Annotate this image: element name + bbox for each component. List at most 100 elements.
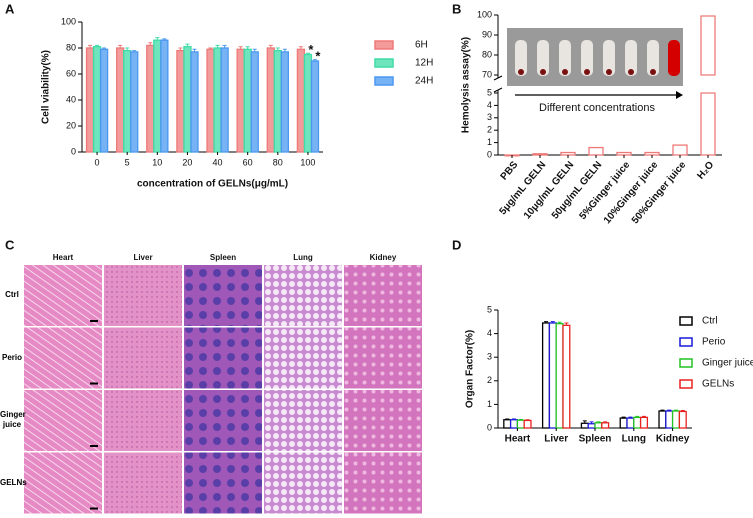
histology-image	[264, 265, 342, 326]
bar	[587, 423, 596, 429]
x-tick-label: 5	[125, 157, 130, 167]
y-tick-label: 5	[487, 87, 492, 97]
column-label: Heart	[53, 253, 74, 262]
legend-label: 24H	[415, 76, 433, 87]
histology-image	[264, 452, 342, 514]
x-tick-label: 0	[95, 157, 100, 167]
bar	[273, 49, 282, 153]
y-tick-label: 3	[487, 112, 492, 122]
bar	[639, 416, 649, 429]
error-bar	[603, 421, 608, 423]
y-axis-label: Hemolysis assay(%)	[461, 37, 472, 133]
row-label: Perio	[1, 352, 22, 362]
bar	[509, 419, 519, 429]
error-bar	[641, 415, 646, 418]
error-bar	[185, 43, 190, 47]
error-bar	[208, 47, 213, 50]
annotation: Different concentrations	[539, 102, 655, 114]
panel-label: D	[452, 237, 461, 252]
y-axis-label: Cell viability(%)	[41, 50, 52, 124]
bar	[296, 48, 306, 153]
error-bar	[125, 47, 130, 51]
bar	[250, 51, 259, 153]
histology-image	[104, 452, 182, 514]
legend-label: Ctrl	[702, 316, 718, 327]
bar	[678, 410, 687, 429]
bar	[541, 322, 551, 429]
error-bar	[252, 48, 257, 52]
y-tick-label: 4	[487, 100, 492, 110]
histology-image	[184, 265, 262, 326]
histology-image	[184, 452, 262, 514]
histology-image	[344, 452, 422, 514]
y-tick-label: 1	[487, 399, 492, 409]
bar	[280, 51, 290, 153]
bar	[658, 410, 667, 429]
bar	[92, 46, 102, 153]
error-bar	[268, 44, 273, 48]
error-bar	[635, 415, 640, 418]
histology-image	[104, 327, 182, 389]
error-bar	[680, 410, 685, 412]
error-bar	[518, 419, 523, 421]
error-bar	[162, 38, 167, 41]
legend-swatch	[679, 358, 693, 368]
y-tick-label: 60	[66, 68, 76, 78]
histology-image	[104, 265, 182, 326]
legend-label: 12H	[415, 58, 433, 69]
bar	[580, 422, 589, 429]
y-tick-label: 0	[487, 149, 492, 159]
error-bar	[215, 44, 220, 48]
bar	[243, 48, 252, 153]
error-bar	[621, 416, 626, 419]
bar	[130, 51, 139, 153]
bar	[123, 49, 132, 153]
error-bar	[192, 48, 197, 52]
axis-break	[493, 75, 503, 93]
error-bar	[505, 418, 510, 420]
y-tick-label: 0	[71, 146, 76, 156]
bar	[644, 151, 660, 156]
bar	[206, 48, 215, 153]
legend-swatch	[679, 316, 693, 326]
legend-swatch	[679, 379, 693, 389]
legend-swatch	[374, 40, 394, 50]
x-tick-label: Kidney	[656, 434, 690, 445]
x-tick-label: 60	[243, 157, 253, 167]
y-tick-label: 70	[482, 69, 492, 79]
y-tick-label: 2	[487, 125, 492, 135]
row-label: Ginger juice	[0, 410, 26, 429]
x-tick-label: 10	[152, 157, 162, 167]
histology-image	[184, 390, 262, 451]
bar	[503, 419, 512, 429]
bar	[532, 153, 548, 156]
legend-swatch	[374, 58, 394, 68]
error-bar	[582, 420, 587, 424]
bar	[700, 15, 716, 156]
error-bar	[312, 59, 317, 61]
error-bar	[155, 37, 160, 41]
y-tick-label: 1	[487, 137, 492, 147]
histology-image	[24, 327, 102, 389]
error-bar	[596, 421, 601, 423]
y-tick-label: 100	[477, 9, 492, 19]
row-label: GELNs	[0, 477, 27, 487]
column-label: Lung	[293, 253, 313, 262]
bar	[516, 419, 525, 429]
y-tick-label: 2	[487, 375, 492, 385]
bar	[588, 146, 604, 156]
x-tick-label: Heart	[505, 434, 531, 445]
x-tick-label: Liver	[544, 434, 568, 445]
error-bar	[628, 416, 633, 419]
bar	[183, 46, 192, 153]
error-bar	[102, 47, 107, 50]
panel-label: A	[5, 1, 15, 16]
error-bar	[132, 50, 137, 52]
legend-label: Perio	[702, 337, 726, 348]
column-label: Liver	[133, 253, 152, 262]
histology-image	[24, 390, 102, 451]
error-bar	[148, 42, 153, 46]
bar	[616, 151, 632, 156]
tubes	[515, 40, 680, 76]
